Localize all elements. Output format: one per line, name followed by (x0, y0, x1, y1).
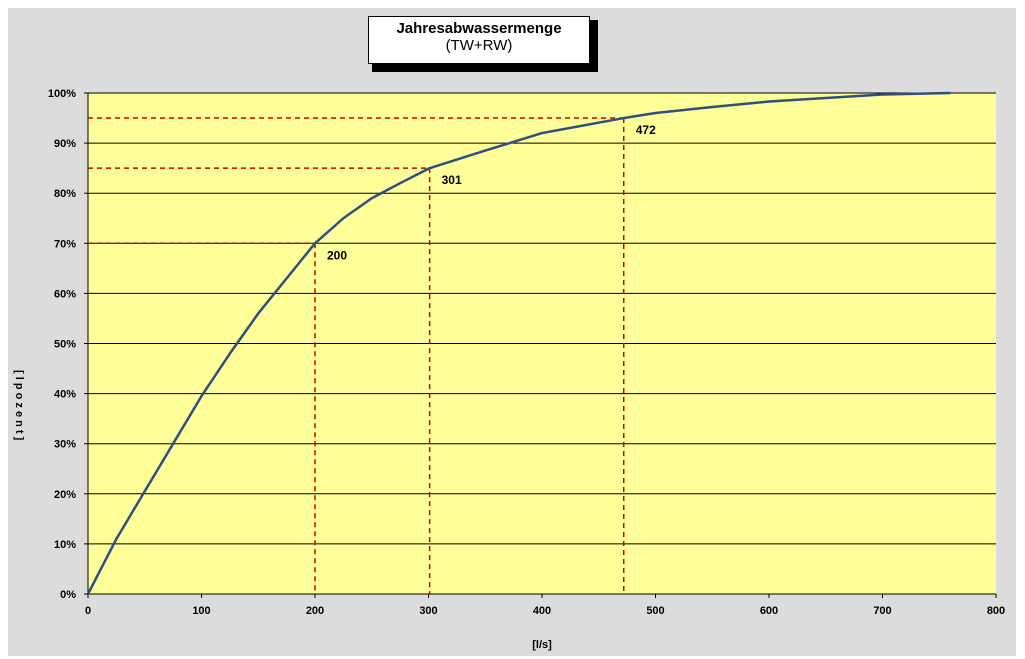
chart-subtitle: (TW+RW) (445, 37, 513, 54)
series-line (86, 91, 951, 595)
x-tick-label: 600 (760, 605, 778, 617)
x-axis-label: [l/s] (532, 639, 552, 651)
y-tick-label: 30% (54, 439, 76, 451)
chart-title-box: Jahresabwassermenge (TW+RW) (368, 16, 590, 64)
y-axis-label: [ l p o z e n t ] (13, 370, 25, 441)
x-tick-label: 700 (873, 605, 891, 617)
x-tick-label: 500 (646, 605, 664, 617)
x-tick-label: 400 (533, 605, 551, 617)
y-tick-label: 60% (54, 288, 76, 300)
y-tick-label: 50% (54, 339, 76, 351)
y-tick-label: 70% (54, 238, 76, 250)
annotation-label: 301 (442, 173, 462, 187)
x-tick-label: 0 (85, 605, 91, 617)
y-tick-label: 10% (54, 539, 76, 551)
y-tick-label: 40% (54, 389, 76, 401)
y-tick-label: 100% (48, 88, 76, 100)
chart-title: Jahresabwassermenge (396, 20, 562, 37)
x-tick-label: 300 (419, 605, 437, 617)
x-tick-label: 800 (987, 605, 1005, 617)
x-tick-label: 100 (192, 605, 210, 617)
y-tick-label: 80% (54, 188, 76, 200)
y-tick-label: 20% (54, 489, 76, 501)
annotation-label: 200 (327, 248, 347, 262)
y-tick-label: 0% (60, 589, 76, 601)
y-tick-label: 90% (54, 138, 76, 150)
x-tick-label: 200 (306, 605, 324, 617)
annotation-label: 472 (636, 123, 656, 137)
